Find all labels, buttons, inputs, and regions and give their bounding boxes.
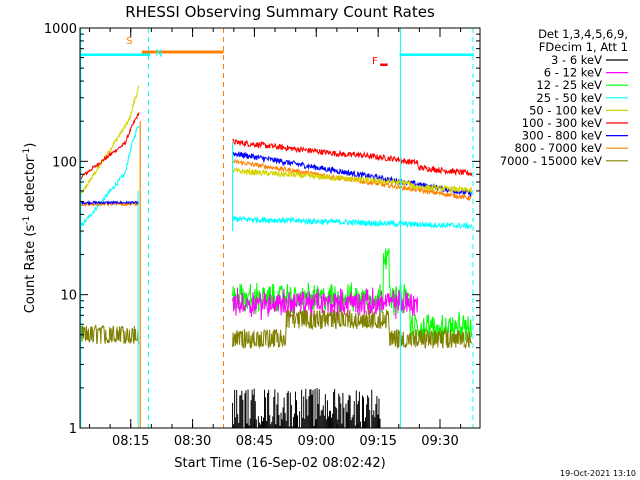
- series-25-50-kev-line: [232, 215, 473, 230]
- series-300-800-kev-line: [79, 199, 140, 206]
- y-axis-label: Count Rate (s-1 detector-1): [22, 143, 38, 314]
- legend: Det 1,3,4,5,6,9, FDecim 1, Att 1 3 - 6 k…: [500, 27, 628, 168]
- legend-label: 3 - 6 keV: [551, 53, 602, 67]
- y-tick-label: 1: [69, 422, 77, 437]
- series-50-100-kev-line: [79, 85, 140, 198]
- x-tick-label: 08:15: [112, 434, 149, 449]
- x-tick-label: 09:30: [421, 434, 458, 449]
- series-25-50-kev-line: [79, 125, 140, 229]
- series-100-300-kev-line: [79, 112, 140, 180]
- legend-label: 800 - 7000 keV: [514, 141, 602, 155]
- series-100-300-kev-line: [232, 138, 473, 176]
- x-axis-label: Start Time (16-Sep-02 08:02:42): [174, 456, 385, 471]
- x-tick-label: 09:00: [298, 434, 335, 449]
- series-6-12-kev-line: [232, 287, 419, 321]
- legend-label: 6 - 12 keV: [544, 66, 602, 80]
- plot-axes: [79, 27, 481, 429]
- legend-label: 300 - 800 keV: [522, 129, 602, 143]
- x-tick-label: 09:15: [359, 434, 396, 449]
- chart-title: RHESSI Observing Summary Count Rates: [125, 3, 435, 21]
- series-50-100-kev-line: [232, 166, 473, 194]
- y-axis-label-exp1: -1: [22, 216, 32, 225]
- x-tick-label: 08:30: [174, 434, 211, 449]
- plot-content: S N F: [79, 28, 474, 428]
- footer-date: 19-Oct-2021 13:10: [560, 469, 636, 478]
- y-tick-label: 10: [60, 289, 77, 304]
- legend-label: 50 - 100 keV: [529, 103, 602, 117]
- x-tick-labels: 08:15 08:30 08:45 09:00 09:15 09:30: [112, 434, 459, 449]
- legend-header-line-2: FDecim 1, Att 1: [539, 40, 628, 54]
- legend-label: 100 - 300 keV: [522, 116, 602, 130]
- y-axis-label-mid: detector: [23, 156, 38, 216]
- series-7000-15000-kev-line: [79, 323, 140, 345]
- annotation-s: S: [126, 36, 132, 47]
- legend-label: 12 - 25 keV: [536, 78, 602, 92]
- series-12-25-kev-line: [232, 248, 473, 343]
- y-axis-label-exp2: -1: [22, 148, 32, 157]
- legend-label: 25 - 50 keV: [536, 91, 602, 105]
- y-tick-label: 1000: [44, 22, 77, 37]
- annotation-n: N: [155, 49, 162, 60]
- y-axis-label-end: ): [23, 143, 38, 148]
- x-tick-label: 08:45: [236, 434, 273, 449]
- legend-label: 7000 - 15000 keV: [500, 154, 602, 168]
- legend-header-line-1: Det 1,3,4,5,6,9,: [538, 27, 628, 41]
- y-tick-label: 100: [52, 155, 77, 170]
- annotation-f: F: [372, 56, 378, 67]
- series-800-7000-kev-line: [232, 158, 472, 202]
- plot-frame: [79, 27, 481, 429]
- y-axis-label-main: Count Rate (s: [23, 225, 38, 314]
- series-7000-15000-kev-line: [232, 309, 473, 350]
- y-tick-labels: 1 10 100 1000: [44, 22, 77, 437]
